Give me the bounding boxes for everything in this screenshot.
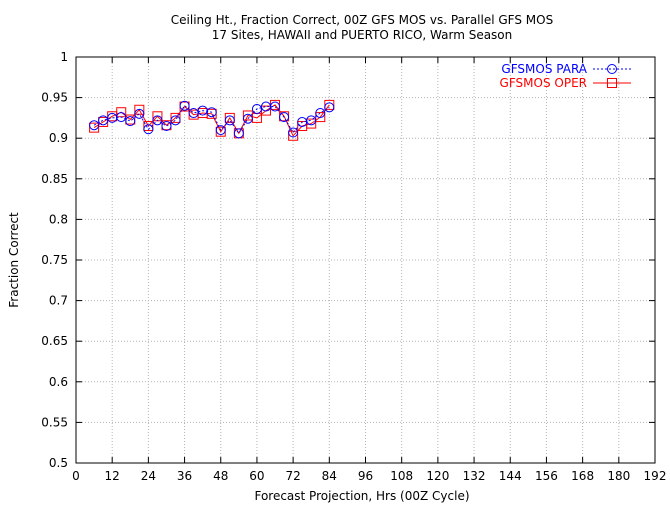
x-tick-label: 168	[571, 469, 594, 483]
x-tick-label: 36	[177, 469, 192, 483]
y-tick-label: 0.95	[41, 91, 68, 105]
data-point-circle	[116, 112, 127, 123]
chart-subtitle: 17 Sites, HAWAII and PUERTO RICO, Warm S…	[212, 28, 513, 42]
data-point-circle	[224, 115, 235, 126]
data-point-circle	[98, 115, 109, 126]
data-point-square	[224, 112, 235, 123]
data-point-circle	[125, 116, 136, 127]
chart-title: Ceiling Ht., Fraction Correct, 00Z GFS M…	[171, 13, 553, 27]
x-tick-label: 108	[390, 469, 413, 483]
x-tick-label: 12	[105, 469, 120, 483]
data-point-circle	[134, 108, 145, 119]
legend-label-oper: GFSMOS OPER	[500, 76, 587, 90]
legend-marker-oper	[607, 78, 617, 88]
x-tick-label: 72	[285, 469, 300, 483]
y-tick-label: 0.7	[49, 294, 68, 308]
x-tick-label: 180	[607, 469, 630, 483]
x-tick-label: 120	[426, 469, 449, 483]
y-tick-label: 1	[60, 50, 68, 64]
data-point-circle	[233, 128, 244, 139]
legend: GFSMOS PARA GFSMOS OPER	[500, 62, 631, 90]
data-point-circle	[279, 112, 290, 123]
data-point-circle	[324, 102, 335, 113]
series-gfsmos-para	[89, 100, 335, 139]
data-point-circle	[315, 108, 326, 119]
x-tick-label: 156	[535, 469, 558, 483]
series	[89, 99, 335, 141]
x-tick-label: 48	[213, 469, 228, 483]
x-tick-label: 144	[499, 469, 522, 483]
y-tick-label: 0.65	[41, 334, 68, 348]
y-tick-label: 0.9	[49, 131, 68, 145]
data-point-square	[324, 99, 335, 110]
y-axis-label: Fraction Correct	[7, 212, 21, 308]
x-tick-label: 60	[249, 469, 264, 483]
series-line	[93, 104, 330, 135]
y-tick-label: 0.85	[41, 172, 68, 186]
data-point-circle	[89, 120, 100, 131]
data-point-square	[288, 130, 299, 141]
data-point-circle	[251, 103, 262, 114]
y-tick-label: 0.6	[49, 375, 68, 389]
data-point-circle	[143, 124, 154, 135]
data-point-circle	[170, 115, 181, 126]
data-point-circle	[306, 115, 317, 126]
data-point-circle	[288, 127, 299, 138]
x-tick-label: 84	[322, 469, 337, 483]
data-point-circle	[152, 115, 163, 126]
data-point-circle	[270, 101, 281, 112]
legend-label-para: GFSMOS PARA	[501, 62, 587, 76]
data-point-circle	[179, 100, 190, 111]
data-point-circle	[206, 107, 217, 118]
data-point-square	[89, 122, 100, 133]
data-point-circle	[161, 121, 172, 132]
x-tick-label: 192	[644, 469, 667, 483]
x-tick-label: 96	[358, 469, 373, 483]
y-tick-label: 0.75	[41, 253, 68, 267]
x-axis-label: Forecast Projection, Hrs (00Z Cycle)	[254, 489, 469, 503]
y-tick-label: 0.55	[41, 415, 68, 429]
data-point-square	[170, 112, 181, 123]
data-point-circle	[242, 113, 253, 124]
data-point-circle	[188, 108, 199, 119]
grid	[76, 57, 655, 463]
data-point-circle	[215, 125, 226, 136]
legend-marker-para	[607, 64, 617, 74]
y-tick-label: 0.5	[49, 456, 68, 470]
axes: 0 12 24 36 48 60 72 84 96 108 120 132 144 156 168 180 19…	[41, 50, 666, 483]
x-tick-label: 132	[463, 469, 486, 483]
data-point-square	[143, 121, 154, 132]
y-tick-label: 0.8	[49, 212, 68, 226]
x-tick-label: 0	[72, 469, 80, 483]
x-tick-label: 24	[141, 469, 156, 483]
